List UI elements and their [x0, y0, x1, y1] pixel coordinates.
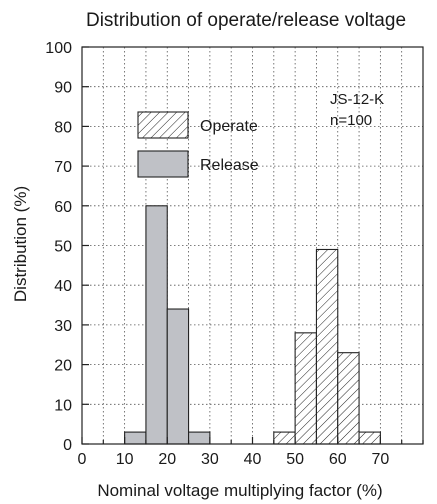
- bar-operate: [337, 352, 360, 445]
- x-tick-label: 0: [78, 451, 87, 468]
- x-tick-label: 50: [286, 451, 304, 468]
- y-axis-label: Distribution (%): [11, 186, 30, 302]
- chart-title: Distribution of operate/release voltage: [86, 10, 406, 31]
- x-tick-label: 10: [116, 451, 134, 468]
- y-tick-label: 80: [54, 119, 72, 136]
- y-tick-label: 20: [54, 358, 72, 375]
- y-tick-label: 10: [54, 397, 72, 414]
- y-tick-label: 40: [54, 278, 72, 295]
- legend-label-operate: Operate: [200, 118, 258, 135]
- annotation-sample-size: n=100: [330, 112, 372, 129]
- ticks: [81, 46, 424, 445]
- bar-release: [188, 431, 211, 445]
- x-tick-label: 20: [158, 451, 176, 468]
- bar-operate: [294, 332, 317, 445]
- y-tick-label: 100: [45, 40, 72, 57]
- legend: Operate Release: [137, 111, 259, 178]
- x-tick-label: 70: [371, 451, 389, 468]
- x-axis-label: Nominal voltage multiplying factor (%): [97, 481, 382, 500]
- legend-swatch-release: [137, 150, 189, 178]
- bar-release: [145, 205, 168, 445]
- y-tick-labels: 0 10 20 30 40 50 60 70 80 90 100: [45, 40, 72, 454]
- bar-release: [166, 308, 190, 445]
- legend-swatch-operate: [137, 111, 189, 139]
- bar-operate: [358, 431, 381, 445]
- annotation-model: JS-12-K: [330, 91, 384, 108]
- bar-operate: [315, 248, 339, 445]
- y-tick-label: 60: [54, 199, 72, 216]
- y-tick-label: 30: [54, 318, 72, 335]
- x-tick-label: 60: [329, 451, 347, 468]
- y-tick-label: 90: [54, 80, 72, 97]
- annotation: JS-12-K n=100: [330, 91, 384, 129]
- x-tick-label: 40: [244, 451, 262, 468]
- x-tick-labels: 0 10 20 30 40 50 60 70: [78, 451, 390, 468]
- bar-release: [124, 431, 147, 445]
- y-tick-label: 70: [54, 159, 72, 176]
- x-tick-label: 30: [201, 451, 219, 468]
- bar-operate: [273, 431, 296, 445]
- legend-label-release: Release: [200, 157, 259, 174]
- y-tick-label: 0: [63, 437, 72, 454]
- y-tick-label: 50: [54, 239, 72, 256]
